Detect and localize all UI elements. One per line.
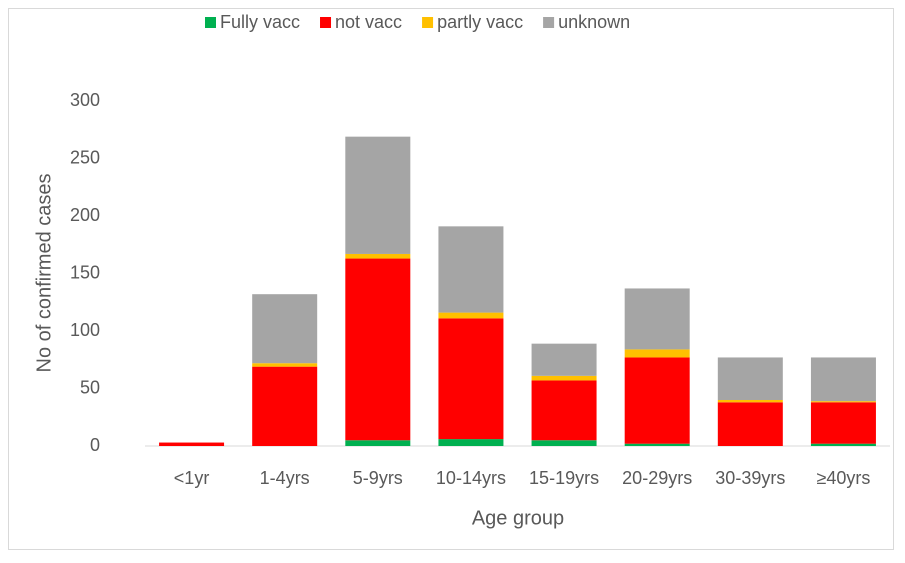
bar-segment xyxy=(810,443,876,446)
bar-segment xyxy=(252,294,318,364)
bar-segment xyxy=(810,402,876,444)
x-tick-label: 5-9yrs xyxy=(353,468,403,488)
legend-swatch xyxy=(320,17,332,28)
bar-segment xyxy=(624,349,690,358)
x-axis-title: Age group xyxy=(472,507,564,529)
bar-segment xyxy=(345,136,411,254)
y-tick-label: 150 xyxy=(70,262,100,282)
bar-segment xyxy=(531,380,597,441)
bar-segment xyxy=(531,440,597,446)
bar-segment xyxy=(345,253,411,259)
bar-segment xyxy=(531,375,597,381)
bar-segment xyxy=(810,401,876,403)
bar-segment xyxy=(252,363,318,367)
legend-swatch xyxy=(543,17,555,28)
bar-segment xyxy=(810,357,876,402)
bar-segment xyxy=(531,343,597,376)
x-tick-label: <1yr xyxy=(174,468,210,488)
y-tick-label: 300 xyxy=(70,90,100,110)
legend-label: not vacc xyxy=(335,12,402,32)
bar-segment xyxy=(252,366,318,446)
bar-segment xyxy=(438,318,504,440)
y-tick-label: 100 xyxy=(70,320,100,340)
bar-segment xyxy=(624,443,690,446)
legend-swatch xyxy=(205,17,216,28)
y-axis-title: No of confirmed cases xyxy=(33,174,55,373)
bar-segment xyxy=(717,402,783,446)
bar-segment xyxy=(345,258,411,441)
legend-label: unknown xyxy=(558,12,630,32)
x-tick-label: ≥40yrs xyxy=(816,468,870,488)
y-tick-label: 250 xyxy=(70,147,100,167)
bar-segment xyxy=(717,400,783,403)
y-tick-label: 0 xyxy=(90,435,100,455)
y-tick-label: 50 xyxy=(80,377,100,397)
legend-swatch xyxy=(422,17,434,28)
x-tick-label: 15-19yrs xyxy=(529,468,599,488)
bar-segment xyxy=(438,312,504,319)
bar-segment xyxy=(345,440,411,446)
bar-segment xyxy=(624,288,690,350)
x-tick-label: 10-14yrs xyxy=(436,468,506,488)
bar-segment xyxy=(717,357,783,400)
bar-segment xyxy=(438,439,504,446)
x-tick-label: 1-4yrs xyxy=(260,468,310,488)
legend-label: Fully vacc xyxy=(220,12,300,32)
y-tick-label: 200 xyxy=(70,205,100,225)
x-tick-label: 20-29yrs xyxy=(622,468,692,488)
bar-segment xyxy=(438,226,504,313)
x-tick-label: 30-39yrs xyxy=(715,468,785,488)
bar-segment xyxy=(624,357,690,444)
legend-label: partly vacc xyxy=(437,12,523,32)
bar-segment xyxy=(159,442,225,446)
